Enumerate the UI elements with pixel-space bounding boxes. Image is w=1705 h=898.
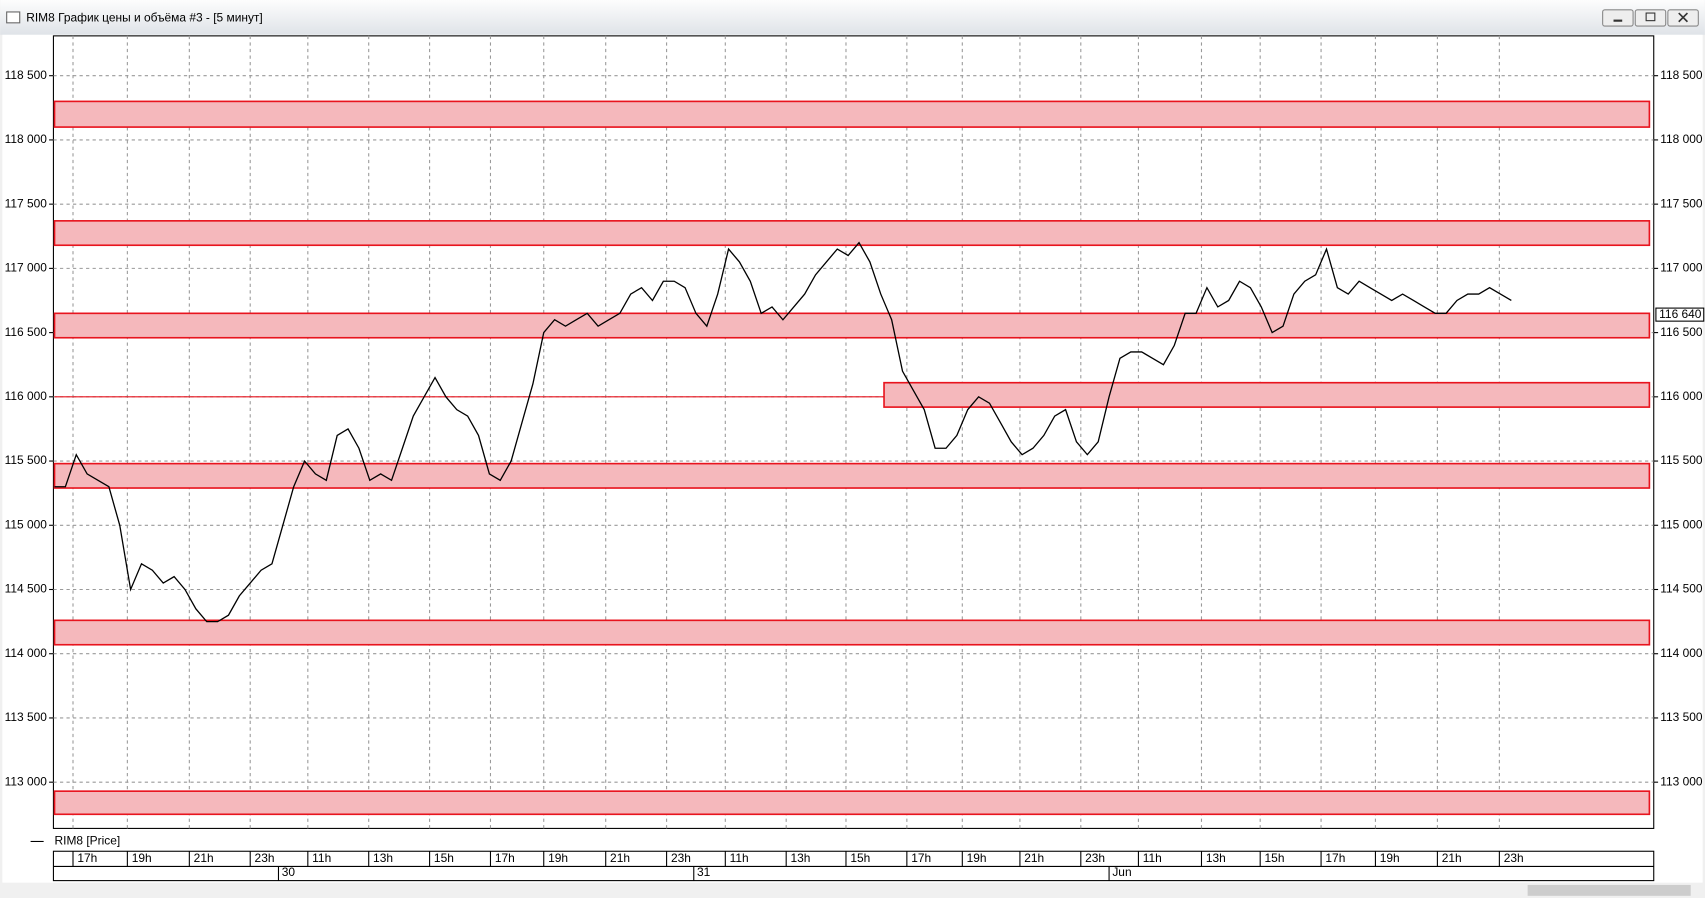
- x-tick-label: 11h: [730, 851, 749, 865]
- x-tick-label: 23h: [1085, 851, 1105, 865]
- y-tick-label: 118 500: [5, 68, 48, 82]
- x-tick-label: 15h: [1265, 851, 1285, 865]
- x-tick-label: 15h: [850, 851, 870, 865]
- x-tick-label: 13h: [373, 851, 393, 865]
- price-line: [54, 241, 1512, 623]
- y-tick-label: 117 500: [5, 196, 48, 210]
- y2-tick-label: 117 500: [1660, 196, 1703, 210]
- y2-tick-label: 116 000: [1660, 389, 1703, 403]
- y2-tick-label: 113 500: [1660, 710, 1703, 724]
- x-tick-label: 13h: [1206, 851, 1226, 865]
- chart: 113 000 113 000 113 500 113 500 114 000 114 0…: [5, 35, 1705, 881]
- x-tick-label: 23h: [671, 851, 691, 865]
- price-zone: [53, 100, 1651, 128]
- y2-tick-label: 118 500: [1660, 68, 1703, 82]
- x-tick-label: 17h: [911, 851, 931, 865]
- y2-tick-label: 115 500: [1660, 453, 1703, 467]
- y2-tick-label: 114 500: [1660, 582, 1703, 596]
- y2-tick-label: 117 000: [1660, 261, 1703, 275]
- y-tick-label: 115 500: [5, 453, 48, 467]
- x-tick-label: 11h: [312, 851, 331, 865]
- y2-tick-label: 116 500: [1660, 325, 1703, 339]
- x-tick-label: 23h: [255, 851, 275, 865]
- minimize-button[interactable]: [1602, 9, 1634, 27]
- x-tick-label: 21h: [1024, 851, 1044, 865]
- restore-button[interactable]: [1634, 9, 1667, 27]
- day-label: 30: [282, 865, 296, 879]
- last-price-box: [1655, 307, 1705, 322]
- title-bar: [0, 0, 1705, 35]
- window-title: RIM8 График цены и объёма #3 - [5 минут]: [26, 11, 262, 25]
- x-tick-label: 19h: [548, 851, 568, 865]
- day-label: 31: [697, 865, 711, 879]
- y-tick-label: 116 000: [5, 389, 48, 403]
- y-tick-label: 116 500: [5, 325, 48, 339]
- x-tick-label: 19h: [967, 851, 987, 865]
- y2-tick-label: 115 000: [1660, 517, 1703, 531]
- y-tick-label: 118 000: [5, 132, 48, 146]
- x-tick-label: 21h: [610, 851, 630, 865]
- price-zone: [53, 312, 1651, 339]
- day-label: Jun: [1112, 865, 1131, 879]
- window-icon: [6, 11, 21, 24]
- y2-tick-label: 113 000: [1660, 774, 1703, 788]
- y-tick-label: 113 000: [5, 774, 48, 788]
- plot-area: [52, 35, 1655, 829]
- x-tick-label: 15h: [434, 851, 454, 865]
- scrollbar[interactable]: [2, 882, 1703, 898]
- scroll-thumb[interactable]: [1527, 884, 1691, 896]
- y2-tick-label: 118 000: [1660, 132, 1703, 146]
- price-zone: [53, 790, 1651, 816]
- price-zone: [53, 619, 1651, 646]
- window-buttons[interactable]: [1602, 9, 1699, 27]
- y2-tick-label: 114 000: [1660, 646, 1703, 660]
- legend-entry: RIM8 [Price]: [55, 834, 121, 848]
- y-tick-label: 113 500: [5, 710, 48, 724]
- y-tick-label: 117 000: [5, 261, 48, 275]
- y-tick-label: 114 000: [5, 646, 48, 660]
- x-tick-label: 19h: [132, 851, 152, 865]
- x-tick-label: 11h: [1143, 851, 1162, 865]
- x-tick-label: 13h: [791, 851, 811, 865]
- x-tick-label: 23h: [1504, 851, 1524, 865]
- y-tick-label: 114 500: [5, 582, 48, 596]
- x-tick-label: 17h: [77, 851, 97, 865]
- x-tick-label: 21h: [1442, 851, 1462, 865]
- price-zone: [53, 462, 1651, 489]
- x-tick-label: 19h: [1380, 851, 1400, 865]
- price-zone: [883, 381, 1651, 408]
- x-tick-label: 17h: [495, 851, 515, 865]
- x-tick-label: 17h: [1325, 851, 1345, 865]
- last-price-label: 116 640: [1659, 307, 1702, 321]
- price-zone: [53, 220, 1651, 247]
- y-tick-label: 115 000: [5, 517, 48, 531]
- x-tick-label: 21h: [194, 851, 214, 865]
